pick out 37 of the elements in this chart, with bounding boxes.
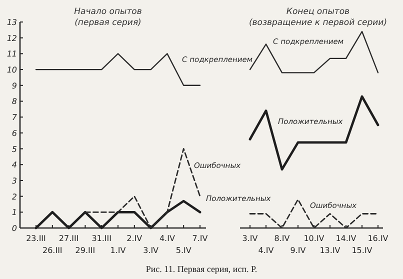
x-tick-label: 4.IV bbox=[159, 234, 176, 243]
chart-title: Конец опытов (возвращение к первой серии) bbox=[248, 7, 388, 28]
y-tick-label: 10 bbox=[6, 66, 17, 75]
x-tick-label: 2.IV bbox=[126, 234, 143, 243]
x-tick-label: 4.IV bbox=[258, 246, 274, 255]
x-tick-label: 13.IV bbox=[320, 246, 341, 255]
y-tick-label: 2 bbox=[12, 192, 17, 202]
x-tick-label: 23.III bbox=[26, 234, 46, 243]
x-tick-label: 5.IV bbox=[176, 246, 192, 255]
y-tick-label: 8 bbox=[12, 97, 17, 106]
x-tick-label: 9.IV bbox=[290, 246, 306, 255]
y-tick-label: 11 bbox=[6, 50, 17, 59]
x-tick-label: 1.IV bbox=[110, 246, 126, 255]
y-tick-label: 4 bbox=[12, 160, 17, 170]
y-tick-label: 7 bbox=[12, 113, 18, 122]
text: Рис. 11. Первая серия, исп. Р. bbox=[146, 264, 258, 274]
y-tick-label: 5 bbox=[12, 144, 17, 154]
y-tick-label: 9 bbox=[12, 81, 17, 90]
chart-title: Начало опытов (первая серия) bbox=[74, 7, 142, 28]
x-tick-label: 3.IV bbox=[242, 234, 258, 243]
x-tick-label: 15.IV bbox=[352, 246, 373, 255]
x-tick-label: 7.IV bbox=[192, 234, 208, 243]
x-tick-label: 14.IV bbox=[336, 234, 357, 243]
y-tick-label: 1 bbox=[12, 208, 17, 218]
x-tick-label: 26.III bbox=[42, 246, 62, 255]
x-tick-label: 3.IV bbox=[143, 246, 160, 255]
x-tick-label: 10.IV bbox=[304, 234, 325, 243]
x-tick-label: 16.IV bbox=[368, 234, 389, 243]
x-tick-label: 27.III bbox=[58, 234, 79, 243]
x-tick-label: 8.IV bbox=[274, 234, 290, 243]
y-tick-label: 12 bbox=[6, 34, 17, 43]
y-tick-label: 3 bbox=[12, 176, 17, 186]
y-tick-label: 13 bbox=[6, 18, 17, 27]
y-tick-label: 0 bbox=[12, 224, 17, 233]
y-tick-label: 6 bbox=[12, 128, 17, 138]
x-tick-label: 31.III bbox=[92, 234, 112, 243]
x-tick-label: 29.III bbox=[75, 246, 96, 255]
